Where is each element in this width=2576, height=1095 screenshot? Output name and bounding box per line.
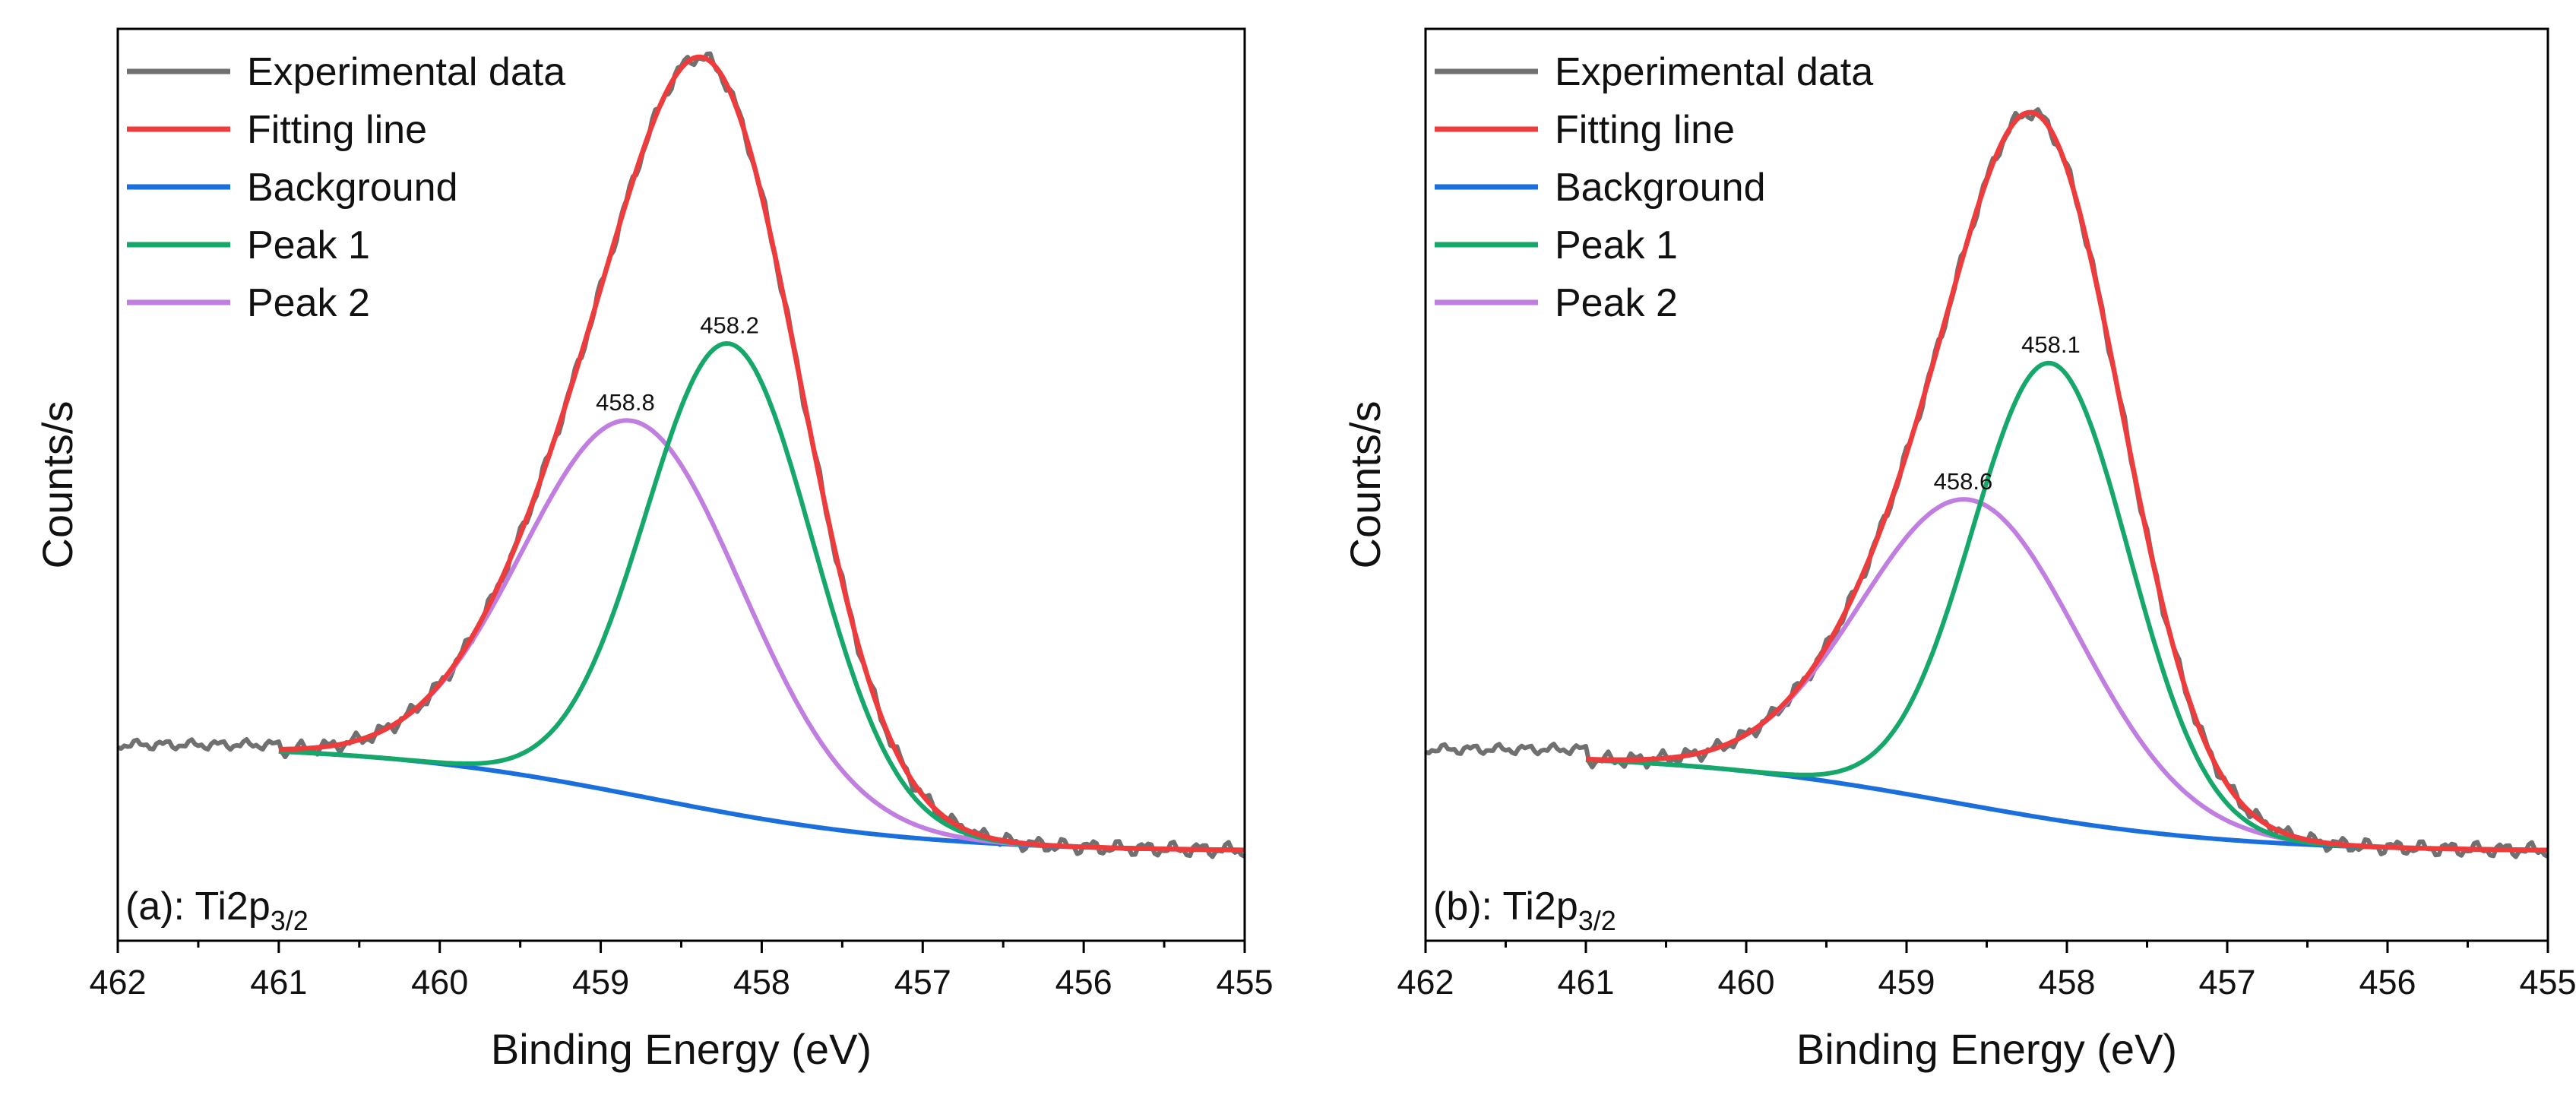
x-axis-label: Binding Energy (eV): [491, 1025, 872, 1073]
panel-label-main: (a): Ti2p: [125, 885, 271, 929]
peak-annotation: 458.2: [700, 312, 759, 338]
peak-2-line: [1586, 497, 2549, 853]
peak-2-line: [278, 418, 1245, 853]
peak-1-line: [1585, 360, 2549, 853]
x-tick-label: 461: [250, 963, 307, 1002]
peak-annotation: 458.1: [2021, 331, 2081, 358]
panel-label: (b): Ti2p3/2: [1433, 885, 1616, 936]
chart-panel-b: 458.1 458.6 462 461 460 459 458 457 456 455 Bindin…: [1341, 27, 2576, 1073]
x-axis-label: Binding Energy (eV): [1796, 1025, 2177, 1073]
x-tick-label: 460: [1717, 963, 1774, 1002]
x-tick-label: 455: [1216, 963, 1273, 1002]
background-line: [1585, 758, 2549, 853]
legend-label-peak2: Peak 2: [1555, 281, 1678, 325]
legend-label-experimental: Experimental data: [1555, 50, 1873, 94]
x-tick-label: 457: [2198, 963, 2255, 1002]
legend-label-peak2: Peak 2: [247, 281, 370, 325]
x-tick-label: 458: [2038, 963, 2095, 1002]
legend-label-fitting: Fitting line: [247, 108, 427, 152]
x-tick-label: 457: [894, 963, 951, 1002]
peak-1-line: [278, 340, 1245, 853]
legend-label-background: Background: [1555, 166, 1766, 210]
x-tick-label: 461: [1557, 963, 1614, 1002]
x-tick-label: 456: [1055, 963, 1112, 1002]
legend-label-peak1: Peak 1: [1555, 223, 1678, 267]
y-axis-label: Counts/s: [33, 401, 81, 569]
x-tick-label: 455: [2519, 963, 2576, 1002]
legend-label-background: Background: [247, 166, 458, 210]
x-tick-label: 460: [411, 963, 468, 1002]
x-tick-label: 458: [733, 963, 790, 1002]
fitting-line: [278, 54, 1245, 853]
fitting-line: [1586, 109, 2549, 853]
background-line: [278, 748, 1245, 853]
panel-label-main: (b): Ti2p: [1433, 885, 1578, 929]
panel-label: (a): Ti2p3/2: [125, 885, 309, 936]
legend-label-peak1: Peak 1: [247, 223, 370, 267]
panel-label-subscript: 3/2: [1578, 905, 1616, 936]
panel-label-subscript: 3/2: [271, 905, 309, 936]
chart-panel-a: 458.2 458.8 462 461 460 459 458 457 456 455 Bindin…: [33, 27, 1274, 1073]
x-tick-label: 462: [89, 963, 146, 1002]
y-axis-label: Counts/s: [1341, 401, 1389, 569]
x-tick-label: 459: [1878, 963, 1935, 1002]
x-tick-label: 459: [572, 963, 629, 1002]
x-tick-label: 456: [2359, 963, 2416, 1002]
peak-annotation: 458.8: [596, 389, 655, 416]
x-tick-label: 462: [1397, 963, 1454, 1002]
legend-label-experimental: Experimental data: [247, 50, 565, 94]
legend-label-fitting: Fitting line: [1555, 108, 1735, 152]
peak-annotation: 458.6: [1934, 468, 1993, 495]
